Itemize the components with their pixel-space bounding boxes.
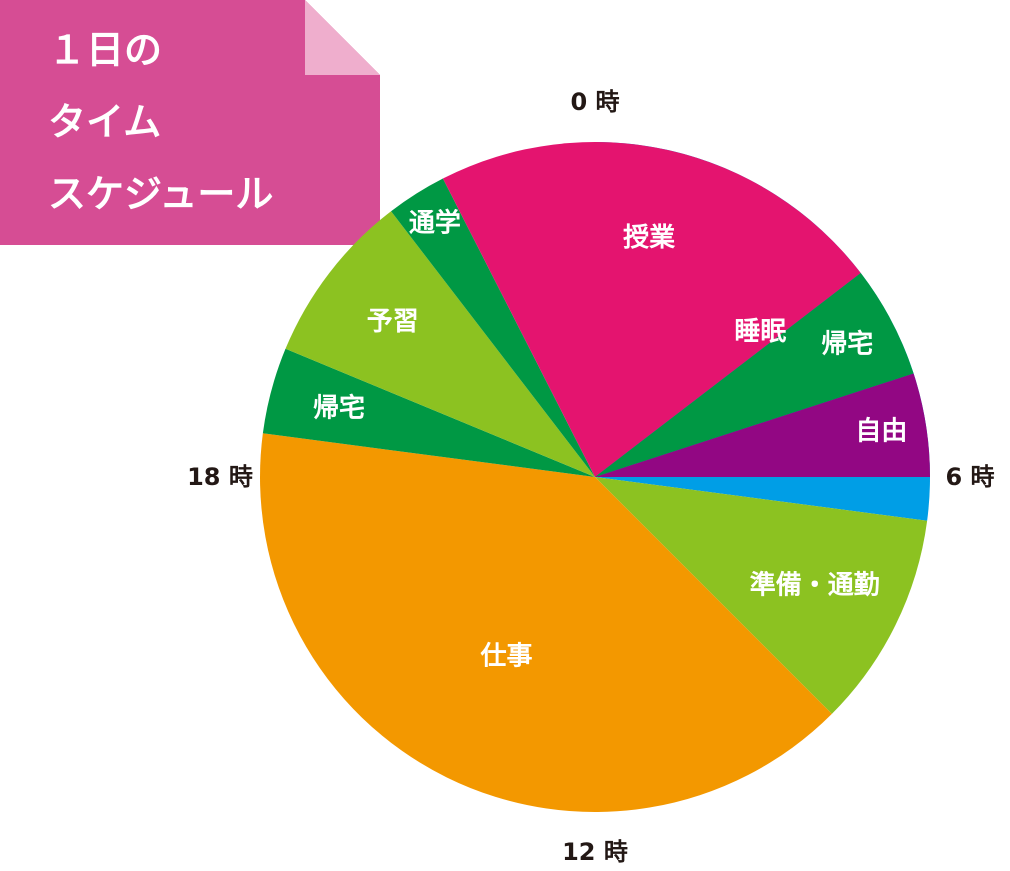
- title-note-fold-corner: [305, 0, 380, 75]
- title-line-1: １日の: [48, 28, 162, 72]
- pie-slice-label-3: 仕事: [479, 641, 532, 671]
- pie-slice-label-2: 準備・通勤: [750, 569, 880, 600]
- pie-slice-labels: 睡眠準備・通勤仕事 帰宅 予習 通学授業帰宅自由: [313, 207, 907, 671]
- pie-slices: [260, 141, 930, 812]
- hour-marker-label-3: 12 時: [562, 838, 628, 866]
- title-line-2: タイム: [48, 100, 161, 144]
- title-line-3: スケジュール: [48, 172, 273, 216]
- pie-slice-8: [595, 273, 914, 477]
- hour-marker-label-4: 18 時: [187, 463, 253, 491]
- title-note-background: [0, 0, 380, 245]
- pie-slice-3: [260, 433, 832, 812]
- pie-slice-label-8: 帰宅: [821, 328, 873, 359]
- pie-slice-5: [285, 211, 595, 478]
- pie-slice-label-9: 自由: [855, 416, 907, 447]
- hour-markers: 0 時 6 時 12 時 18 時: [187, 88, 994, 866]
- pie-slice-9: [595, 373, 930, 477]
- pie-slice-label-6: 通学: [409, 207, 461, 238]
- pie-slice-2: [595, 477, 928, 714]
- pie-slice-7: [442, 141, 861, 477]
- pie-slice-label-1: 睡眠: [734, 317, 786, 347]
- hour-marker-label-1: 0 時: [570, 88, 619, 116]
- hour-marker-label-2: 6 時: [945, 463, 994, 491]
- pie-slice-label-4: 帰宅: [313, 392, 365, 423]
- pie-slice-6: [391, 178, 595, 477]
- title-note: １日の タイム スケジュール: [0, 0, 380, 245]
- pie-slice-4: [262, 348, 595, 477]
- pie-slice-label-7: 授業: [623, 223, 675, 253]
- pie-slice-label-5: 予習: [367, 307, 419, 337]
